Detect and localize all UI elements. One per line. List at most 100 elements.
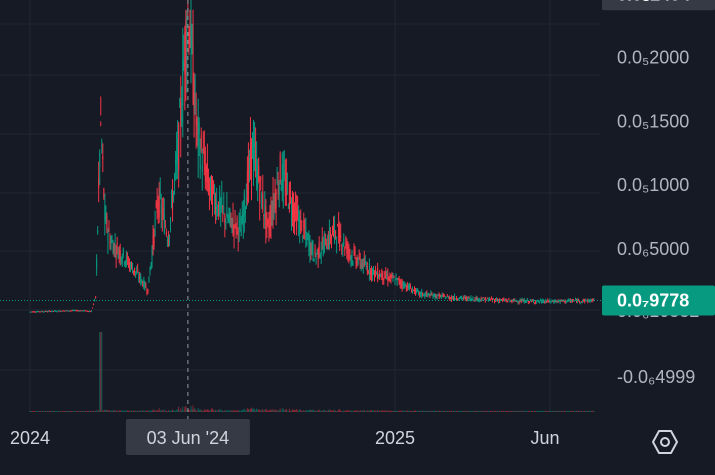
candle-body xyxy=(137,269,139,272)
candle-body xyxy=(541,300,543,303)
candle-body xyxy=(277,190,279,194)
volume-bar xyxy=(197,407,199,412)
candle-body xyxy=(132,268,134,273)
candle-body xyxy=(507,300,509,302)
candle-body xyxy=(238,220,240,229)
volume-bar xyxy=(327,410,329,412)
candle-body xyxy=(368,263,370,274)
candle-body xyxy=(395,277,397,279)
candle-body xyxy=(220,202,222,210)
candle-body xyxy=(253,140,255,168)
volume-bar xyxy=(401,410,403,412)
candle-body xyxy=(96,259,98,268)
volume-bar xyxy=(253,408,255,412)
volume-bar xyxy=(403,410,405,412)
candle-body xyxy=(281,164,283,190)
candle-body xyxy=(520,300,522,303)
candle-body xyxy=(289,190,291,195)
candle-body xyxy=(482,297,484,299)
candle-body xyxy=(45,310,47,312)
candle-body xyxy=(503,299,505,301)
volume-bar xyxy=(528,410,530,412)
volume-bar xyxy=(554,410,556,412)
volume-bar xyxy=(444,410,446,412)
volume-bar xyxy=(44,410,46,412)
candle-body xyxy=(589,301,591,303)
candle-body xyxy=(487,299,489,302)
volume-bar xyxy=(390,410,392,412)
crosshair-time-label: 03 Jun '24 xyxy=(125,419,250,455)
candle-body xyxy=(558,300,560,302)
candle-body xyxy=(344,247,346,251)
volume-bar xyxy=(50,410,52,412)
candle-body xyxy=(539,301,541,303)
volume-bar xyxy=(152,409,154,412)
volume-bar xyxy=(321,410,323,412)
volume-bar xyxy=(210,408,212,412)
volume-bar xyxy=(529,410,531,412)
candle-body xyxy=(200,135,202,149)
candle-body xyxy=(166,239,168,241)
volume-bar xyxy=(456,410,458,412)
candle-body xyxy=(88,310,90,312)
candle-body xyxy=(305,227,307,236)
candle-body xyxy=(228,215,230,221)
volume-bar xyxy=(89,410,91,412)
candle-body xyxy=(501,299,503,301)
candle-body xyxy=(145,285,147,288)
candle-body xyxy=(267,220,269,225)
candle-body xyxy=(237,231,239,239)
candle-body xyxy=(340,234,342,238)
volume-bar xyxy=(423,410,425,412)
volume-bar xyxy=(395,410,397,412)
candle-body xyxy=(492,298,494,300)
candle-body xyxy=(55,310,57,312)
candle-body xyxy=(298,217,300,222)
volume-bar xyxy=(319,410,321,412)
volume-bar xyxy=(512,410,514,412)
candle-body xyxy=(322,245,324,255)
candle-body xyxy=(462,298,464,300)
candle-body xyxy=(116,242,118,245)
candle-body xyxy=(181,115,183,123)
candle-body xyxy=(216,200,218,210)
candle-body xyxy=(461,296,463,299)
candle-body xyxy=(282,164,284,192)
candle-body xyxy=(271,214,273,222)
volume-bar xyxy=(47,410,49,412)
volume-bar xyxy=(356,410,358,412)
volume-bar xyxy=(294,409,296,412)
time-axis[interactable]: 2024 03 Jun '24 2025 Jun xyxy=(10,419,560,455)
candle-body xyxy=(243,193,245,217)
candle-body xyxy=(74,309,76,311)
candle-body xyxy=(156,202,158,214)
volume-bar xyxy=(267,410,269,412)
volume-bar xyxy=(430,410,432,412)
price-axis[interactable]: 0.0₆103320.0₅20000.0₅15000.0₅10000.0₆500… xyxy=(602,0,715,387)
candle-body xyxy=(142,283,144,286)
volume-bar xyxy=(480,410,482,412)
chart-settings-button[interactable] xyxy=(651,428,679,456)
volume-bar xyxy=(415,410,417,412)
candle-body xyxy=(497,299,499,302)
candle-body xyxy=(411,289,413,291)
candle-body xyxy=(571,300,573,302)
candle-body xyxy=(265,206,267,230)
volume-bar xyxy=(140,410,142,412)
candle-body xyxy=(288,184,290,209)
candle-body xyxy=(241,211,243,224)
volume-bar xyxy=(397,410,399,412)
volume-bar xyxy=(532,410,534,412)
volume-bar xyxy=(66,410,68,412)
candle-body xyxy=(517,302,519,304)
candle-body xyxy=(564,300,566,303)
candle-body xyxy=(134,267,136,273)
volume-bar xyxy=(216,410,218,412)
volume-bar xyxy=(189,410,191,412)
candle-body xyxy=(159,191,161,196)
candle-body xyxy=(207,178,209,192)
volume-bar xyxy=(553,410,555,412)
candle-body xyxy=(587,300,589,302)
candle-body xyxy=(201,165,203,172)
